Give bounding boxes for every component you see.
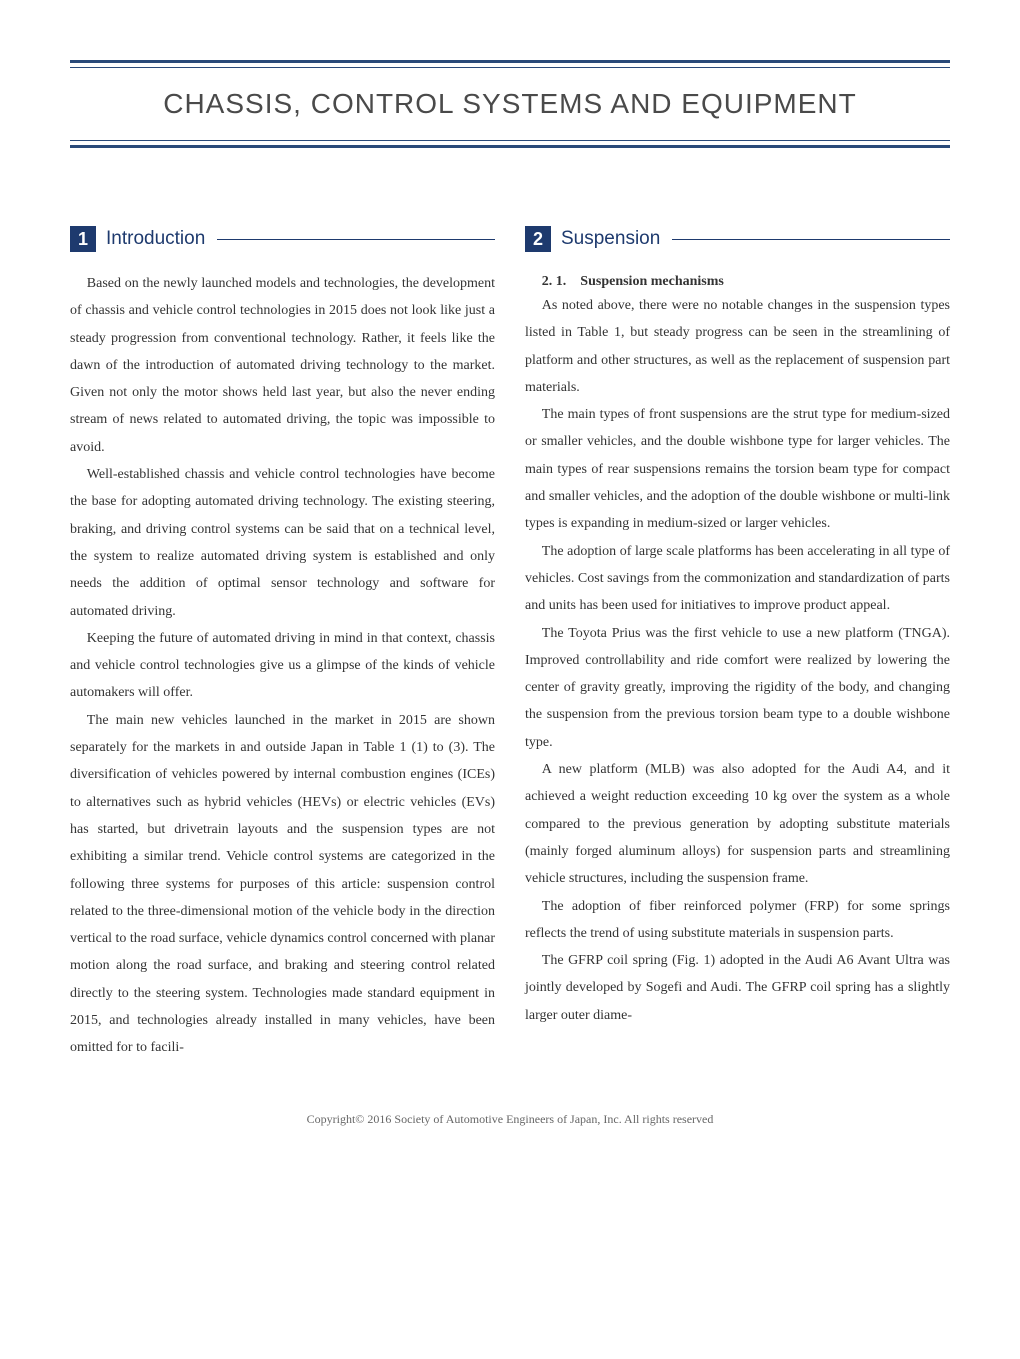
copyright-footer: Copyright© 2016 Society of Automotive En… bbox=[70, 1112, 950, 1127]
left-column: 1 Introduction Based on the newly launch… bbox=[70, 218, 495, 1062]
right-column: 2 Suspension 2. 1. Suspension mechanisms… bbox=[525, 218, 950, 1062]
paragraph: The GFRP coil spring (Fig. 1) adopted in… bbox=[525, 947, 950, 1029]
paragraph: As noted above, there were no notable ch… bbox=[525, 292, 950, 401]
paragraph: Keeping the future of automated driving … bbox=[70, 625, 495, 707]
subsection-title: 2. 1. Suspension mechanisms bbox=[542, 270, 950, 290]
section-divider-line bbox=[672, 239, 950, 240]
paragraph: The main new vehicles launched in the ma… bbox=[70, 707, 495, 1062]
section-title-suspension: Suspension bbox=[561, 228, 660, 250]
section-header-suspension: 2 Suspension bbox=[525, 226, 950, 252]
title-banner: CHASSIS, CONTROL SYSTEMS AND EQUIPMENT bbox=[70, 60, 950, 148]
section-title-introduction: Introduction bbox=[106, 228, 205, 250]
paragraph: A new platform (MLB) was also adopted fo… bbox=[525, 756, 950, 892]
section-divider-line bbox=[217, 239, 495, 240]
paragraph: Based on the newly launched models and t… bbox=[70, 270, 495, 461]
section-number-1: 1 bbox=[70, 226, 96, 252]
suspension-body: As noted above, there were no notable ch… bbox=[525, 292, 950, 1029]
paragraph: The adoption of fiber reinforced polymer… bbox=[525, 893, 950, 948]
paragraph: Well-established chassis and vehicle con… bbox=[70, 461, 495, 625]
section-number-2: 2 bbox=[525, 226, 551, 252]
introduction-body: Based on the newly launched models and t… bbox=[70, 270, 495, 1062]
paragraph: The adoption of large scale platforms ha… bbox=[525, 538, 950, 620]
paragraph: The Toyota Prius was the first vehicle t… bbox=[525, 620, 950, 756]
paragraph: The main types of front suspensions are … bbox=[525, 401, 950, 537]
content-columns: 1 Introduction Based on the newly launch… bbox=[70, 218, 950, 1062]
page-title: CHASSIS, CONTROL SYSTEMS AND EQUIPMENT bbox=[70, 88, 950, 120]
section-header-introduction: 1 Introduction bbox=[70, 226, 495, 252]
